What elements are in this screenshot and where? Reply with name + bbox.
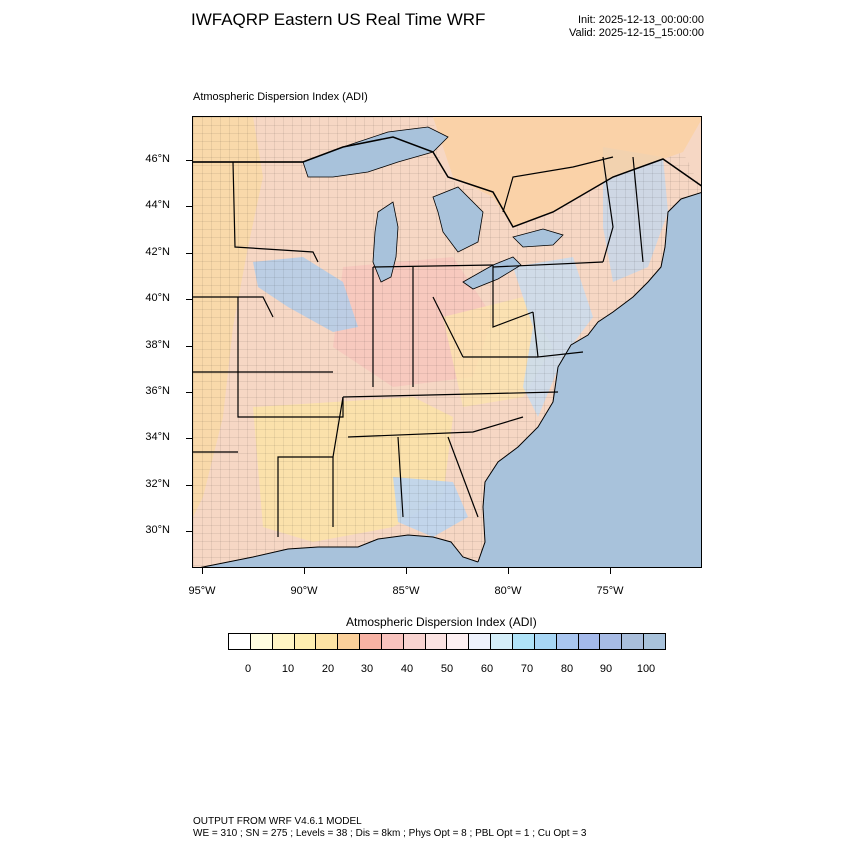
adi-canada-region — [433, 117, 701, 227]
colorbar-label: 50 — [440, 663, 454, 675]
lake-huron — [432, 186, 484, 253]
colorbar-swatch-18 — [622, 634, 645, 649]
lat-label-42: 42°N — [145, 246, 170, 258]
coastline — [477, 192, 701, 563]
lon-tick — [508, 568, 509, 574]
colorbar-swatch-12 — [491, 634, 513, 649]
colorbar-swatch-11 — [469, 634, 492, 649]
colorbar-swatch-9 — [425, 634, 448, 649]
lat-label-30: 30°N — [145, 524, 170, 536]
model-info-line2: WE = 310 ; SN = 275 ; Levels = 38 ; Dis … — [193, 828, 587, 839]
lat-tick — [186, 160, 192, 161]
lat-tick — [186, 253, 192, 254]
lat-tick — [186, 438, 192, 439]
colorbar-label: 10 — [281, 663, 295, 675]
colorbar-swatch-14 — [534, 634, 557, 649]
lat-tick — [186, 392, 192, 393]
colorbar-swatch-17 — [600, 634, 623, 649]
colorbar-label: 90 — [599, 663, 613, 675]
lon-label-85: 85°W — [392, 585, 420, 597]
lat-tick — [186, 206, 192, 207]
colorbar-swatch-10 — [447, 634, 470, 649]
colorbar-swatch-2 — [272, 634, 295, 649]
colorbar-label: 100 — [636, 663, 656, 675]
lon-label-90: 90°W — [290, 585, 318, 597]
colorbar-swatch-0 — [229, 634, 251, 649]
lake-ontario — [512, 228, 564, 248]
init-time: Init: 2025-12-13_00:00:00 — [578, 14, 704, 26]
lat-label-38: 38°N — [145, 339, 170, 351]
model-info-line1: OUTPUT FROM WRF V4.6.1 MODEL — [193, 816, 362, 827]
colorbar-label: 40 — [400, 663, 414, 675]
lat-label-32: 32°N — [145, 478, 170, 490]
lake-michigan — [372, 201, 399, 283]
lon-tick — [406, 568, 407, 574]
colorbar-swatch-15 — [556, 634, 579, 649]
colorbar-swatch-5 — [338, 634, 361, 649]
lon-tick — [202, 568, 203, 574]
lat-label-44: 44°N — [145, 199, 170, 211]
colorbar-label: 20 — [321, 663, 335, 675]
lon-label-75: 75°W — [596, 585, 624, 597]
lat-label-46: 46°N — [145, 153, 170, 165]
page-title: IWFAQRP Eastern US Real Time WRF — [191, 10, 486, 29]
colorbar-label: 30 — [360, 663, 374, 675]
colorbar-swatch-8 — [403, 634, 426, 649]
lon-tick — [610, 568, 611, 574]
gulf-coastline — [200, 534, 479, 567]
lat-label-34: 34°N — [145, 431, 170, 443]
lat-tick — [186, 299, 192, 300]
colorbar-swatch-19 — [644, 634, 665, 649]
colorbar-label: 70 — [520, 663, 534, 675]
dispersion-map — [193, 117, 701, 567]
lat-label-36: 36°N — [145, 385, 170, 397]
colorbar-swatch-16 — [578, 634, 601, 649]
map-subtitle: Atmospheric Dispersion Index (ADI) — [193, 91, 368, 103]
lat-tick — [186, 531, 192, 532]
map-panel — [192, 116, 702, 568]
state-borders — [193, 156, 644, 537]
colorbar-swatch-13 — [512, 634, 535, 649]
colorbar-swatch-3 — [294, 634, 317, 649]
colorbar-label: 0 — [244, 663, 252, 675]
colorbar — [228, 633, 666, 650]
lon-label-95: 95°W — [188, 585, 216, 597]
colorbar-swatch-6 — [360, 634, 382, 649]
colorbar-swatch-7 — [381, 634, 404, 649]
colorbar-label: 80 — [560, 663, 574, 675]
colorbar-label: 60 — [480, 663, 494, 675]
lon-tick — [304, 568, 305, 574]
valid-time: Valid: 2025-12-15_15:00:00 — [569, 27, 704, 39]
colorbar-title: Atmospheric Dispersion Index (ADI) — [346, 615, 537, 629]
lat-tick — [186, 346, 192, 347]
colorbar-swatch-1 — [250, 634, 273, 649]
lon-label-80: 80°W — [494, 585, 522, 597]
international-border — [193, 136, 701, 228]
lat-tick — [186, 485, 192, 486]
lat-label-40: 40°N — [145, 292, 170, 304]
colorbar-swatch-4 — [316, 634, 339, 649]
